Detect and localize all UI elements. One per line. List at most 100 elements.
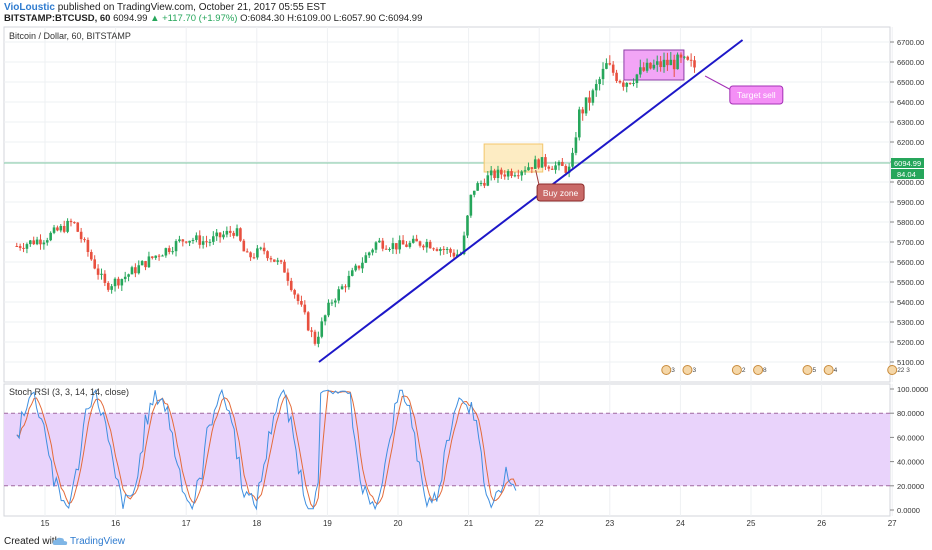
candle-body: [564, 165, 568, 173]
up-arrow-icon: ▲: [150, 13, 160, 24]
candle-body: [42, 242, 46, 245]
author-link[interactable]: VioLoustic: [4, 2, 55, 13]
candle-body: [462, 235, 466, 255]
stoch-rsi-layer: [4, 388, 890, 511]
candle-body: [442, 248, 446, 250]
candle-body: [581, 109, 584, 114]
candle-body: [540, 157, 544, 168]
candle-body: [517, 175, 520, 177]
candle-body: [293, 290, 296, 295]
target-sell-callout: [729, 85, 784, 105]
main-chart-title: Bitcoin / Dollar, 60, BITSTAMP: [9, 31, 131, 41]
candle-body: [154, 255, 158, 258]
date-tick-label: 18: [252, 519, 261, 528]
cloud-icon: [52, 537, 68, 545]
candle-body: [605, 63, 608, 69]
candle-body: [405, 244, 408, 247]
candle-body: [103, 273, 107, 283]
price-tick-label: 5200.00: [897, 338, 924, 347]
candle-body: [544, 157, 547, 167]
chart-header: VioLoustic published on TradingView.com,…: [0, 0, 932, 26]
main-pane[interactable]: [3, 26, 891, 383]
candle-body: [611, 64, 615, 73]
event-flag-icon: [823, 365, 834, 375]
candle-body: [25, 244, 29, 249]
candle-body: [554, 165, 557, 170]
second-price-badge: [891, 169, 924, 180]
candle-body: [279, 260, 283, 262]
candle-body: [83, 239, 86, 241]
candle-body: [489, 170, 493, 176]
symbol-name[interactable]: BITSTAMP:BTCUSD, 60: [4, 13, 111, 24]
target-pointer: [704, 75, 732, 91]
candle-body: [106, 282, 110, 290]
candle-body: [601, 68, 605, 80]
event-flag-icon: [682, 365, 693, 375]
candle-body: [100, 273, 103, 275]
open-price: O:6084.30: [240, 13, 285, 24]
candle-body: [676, 54, 679, 70]
candle-body: [266, 251, 269, 259]
candle-body: [123, 276, 127, 280]
event-markers-layer: 3 3 2 8 5 4 22 3: [661, 365, 910, 375]
rsi-chart-title: Stoch RSI (3, 3, 14, 14, close): [9, 387, 129, 397]
date-tick-label: 17: [182, 519, 191, 528]
candle-body: [632, 83, 635, 85]
candle-body: [191, 239, 195, 241]
published-text: published on TradingView.com, October 21…: [57, 2, 327, 13]
candle-body: [56, 227, 59, 231]
tradingview-brand[interactable]: TradingView: [70, 536, 126, 547]
candle-body: [357, 265, 361, 269]
candle-body: [503, 174, 507, 177]
candle-body: [161, 255, 164, 257]
candle-body: [45, 240, 49, 243]
candle-body: [391, 243, 395, 250]
event-flag-icon: [802, 365, 813, 375]
candle-body: [683, 56, 686, 58]
candle-body: [69, 220, 73, 223]
rsi-tick-label: 0.0000: [897, 506, 920, 515]
candle-body: [638, 67, 642, 75]
candle-body: [510, 171, 513, 176]
candle-body: [666, 59, 669, 66]
candle-body: [117, 278, 120, 286]
candle-body: [232, 232, 235, 236]
candle-body: [262, 247, 266, 252]
price-tick-label: 5500.00: [897, 278, 924, 287]
rsi-band: [4, 413, 890, 486]
date-tick-label: 16: [111, 519, 120, 528]
price-tick-label: 5800.00: [897, 218, 924, 227]
event-flag-icon: [731, 365, 742, 375]
event-marker-label: 22 3: [897, 367, 910, 374]
candle-body: [547, 166, 551, 169]
event-marker-label: 3: [671, 367, 675, 374]
candle-body: [286, 272, 290, 281]
candle-body: [384, 248, 388, 250]
low-price: L:6057.90: [333, 13, 376, 24]
candle-body: [486, 175, 490, 186]
axes-layer: 6700.00 6600.00 6500.00 6400.00 6300.00 6200.…: [41, 38, 929, 528]
candle-body: [276, 260, 279, 262]
candle-body: [533, 159, 537, 169]
price-tick-label: 5900.00: [897, 198, 924, 207]
price-tick-label: 6600.00: [897, 58, 924, 67]
grid-lines: [4, 27, 893, 516]
candle-body: [378, 240, 381, 243]
candle-body: [347, 275, 351, 288]
candle-body: [35, 239, 39, 245]
date-tick-label: 24: [676, 519, 685, 528]
rsi-tick-label: 100.0000: [897, 385, 928, 394]
candle-body: [320, 321, 324, 337]
price-tick-label: 5700.00: [897, 238, 924, 247]
candle-body: [428, 241, 432, 249]
price-tick-label: 6400.00: [897, 98, 924, 107]
candle-body: [361, 262, 364, 269]
candle-body: [171, 251, 174, 253]
trend-line-layer[interactable]: [318, 39, 744, 363]
candle-body: [408, 242, 412, 247]
candle-body: [530, 167, 534, 169]
candle-body: [228, 230, 232, 233]
high-price: H:6109.00: [287, 13, 331, 24]
candle-body: [273, 259, 276, 262]
